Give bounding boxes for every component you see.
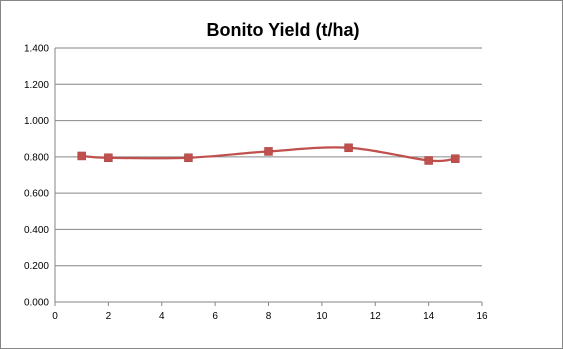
x-tick-label: 14: [423, 311, 435, 322]
series-markers: [77, 143, 460, 165]
x-tick-label: 16: [476, 311, 488, 322]
data-point-marker: [424, 156, 433, 165]
data-point-marker: [264, 147, 273, 156]
data-point-marker: [104, 153, 113, 163]
x-tick-label: 2: [106, 311, 112, 322]
y-tick-label: 0.800: [24, 152, 49, 163]
x-axis-tick-labels: 0 2 4 6 8 10 12 14 16: [52, 311, 488, 322]
y-tick-label: 0.600: [24, 189, 49, 200]
chart-title: Bonito Yield (t/ha): [207, 20, 360, 40]
data-point-marker: [184, 153, 193, 163]
axes: [54, 48, 483, 306]
y-tick-label: 1.000: [24, 116, 49, 127]
data-point-marker: [77, 151, 86, 161]
y-tick-label: 0.200: [24, 261, 49, 272]
x-tick-label: 12: [370, 311, 382, 322]
x-tick-label: 6: [212, 311, 218, 322]
y-tick-label: 0.400: [24, 225, 49, 236]
y-tick-label: 1.200: [24, 80, 49, 91]
y-axis-tick-labels: 0.000 0.200 0.400 0.600 0.800 1.000 1.200 1.400: [24, 44, 49, 309]
x-tick-label: 10: [316, 311, 328, 322]
y-tick-label: 1.400: [24, 44, 49, 55]
data-point-marker: [451, 154, 460, 163]
y-tick-label: 0.000: [24, 298, 49, 309]
x-tick-label: 8: [266, 311, 272, 322]
gridlines: [55, 47, 482, 267]
data-point-marker: [344, 143, 353, 153]
x-tick-label: 4: [159, 311, 165, 322]
x-tick-label: 0: [52, 311, 58, 322]
